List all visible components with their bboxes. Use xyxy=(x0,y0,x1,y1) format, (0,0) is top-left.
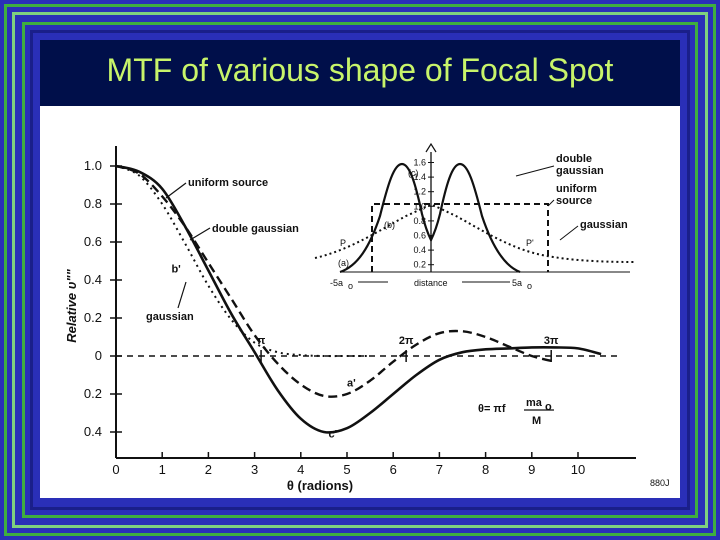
inset-label-gaussian: (b) xyxy=(384,220,395,230)
corner-code: 880J xyxy=(650,478,670,488)
frame-3 xyxy=(22,22,698,518)
series-layer xyxy=(115,164,602,434)
inset-tick-label-4: 0.8 xyxy=(413,216,426,226)
y-axis-label: Relative υ"" xyxy=(64,268,79,342)
x-tick-label-2: 2 xyxy=(205,462,212,477)
formula-subscript: o xyxy=(545,401,552,413)
inset-tick-label-6: 0.4 xyxy=(413,245,426,255)
curve-label-1: a' xyxy=(347,377,356,389)
inset-marker-p: P xyxy=(340,238,346,248)
inset-label-double-gaussian: (c) xyxy=(408,168,419,178)
inset-tick-label-5: 0.6 xyxy=(413,231,426,241)
y-tick-label-5: 0 xyxy=(95,348,102,363)
series-line-uniform-source xyxy=(115,164,556,398)
annotation-uniform-source: uniform source xyxy=(188,177,268,189)
curve-label-0: b' xyxy=(171,263,181,275)
pi-label-2: 3π xyxy=(544,335,559,347)
x-tick-label-3: 3 xyxy=(251,462,258,477)
pi-label-1: 2π xyxy=(399,335,414,347)
annotation-gaussian: gaussian xyxy=(146,311,194,323)
x-tick-label-5: 5 xyxy=(343,462,350,477)
x-tick-label-4: 4 xyxy=(297,462,304,477)
y-tick-label-3: 0.4 xyxy=(84,272,102,287)
frame-2 xyxy=(12,12,708,528)
x-tick-label-10: 10 xyxy=(571,462,585,477)
inset-curve-double-gaussian xyxy=(339,162,521,274)
inset-tick-label-0: 1.6 xyxy=(413,158,426,168)
formula: θ= πf ma o M xyxy=(478,397,554,427)
y-tick-label-4: 0.2 xyxy=(84,310,102,325)
y-tick-label-1: 0.8 xyxy=(84,196,102,211)
inset-label-uniform-source: (a) xyxy=(338,258,349,268)
inset-right-mark: 5a xyxy=(512,278,522,288)
annotation-double-gaussian: double gaussian xyxy=(212,223,299,235)
pi-label-0: π xyxy=(257,335,266,347)
inset-profile-plot: 1.61.41.21.00.80.60.40.2 (c) (b) (a) P P… xyxy=(314,142,636,291)
x-ticks: 0 1 2 3 4 5 6 7 8 9 10 xyxy=(112,452,585,477)
inset-curve-uniform-source xyxy=(371,203,549,272)
x-tick-label-0: 0 xyxy=(112,462,119,477)
inset-distance-label: distance xyxy=(414,278,448,288)
y-tick-label-7: 0.4 xyxy=(84,424,102,439)
formula-lhs: θ= πf xyxy=(478,403,506,415)
leader-gaussian xyxy=(177,281,187,309)
inset-legend-gaussian: gaussian xyxy=(580,219,628,231)
labels-layer: b' a' c' π 2π 3π xyxy=(171,263,559,440)
mtf-chart: 1.0 0.8 0.6 0.4 0.2 0 0.2 0.4 0 1 2 3 4 5 6 7 8 9 10 Rela… xyxy=(64,142,670,493)
figure-background xyxy=(40,106,680,498)
series-line-double-gaussian xyxy=(115,164,602,434)
series-line-gaussian xyxy=(115,165,371,358)
y-tick-label-0: 1.0 xyxy=(84,158,102,173)
inset-left-mark-sub: o xyxy=(348,281,353,291)
x-tick-label-8: 8 xyxy=(482,462,489,477)
inset-legend-double: double xyxy=(556,153,592,165)
inset-left-mark: -5a xyxy=(330,278,343,288)
leader-uniform-source xyxy=(165,182,187,199)
inset-legend-source: source xyxy=(556,195,592,207)
inset-legend-leader-double xyxy=(515,165,555,177)
inset-tick-label-2: 1.2 xyxy=(413,187,426,197)
curve-label-2: c' xyxy=(329,429,338,441)
x-tick-label-9: 9 xyxy=(528,462,535,477)
y-tick-label-2: 0.6 xyxy=(84,234,102,249)
inset-tick-label-7: 0.2 xyxy=(413,260,426,270)
inset-tick-label-1: 1.4 xyxy=(413,172,426,182)
formula-denominator: M xyxy=(532,415,541,427)
x-axis-label: θ (radions) xyxy=(287,478,353,493)
inset-legend-leader-uniform xyxy=(547,199,555,207)
inset-curve-gaussian xyxy=(314,203,636,263)
inner-frame xyxy=(30,30,690,510)
slide-title: MTF of various shape of Focal Spot xyxy=(106,52,614,88)
leader-double-gaussian xyxy=(189,227,211,241)
y-tick-label-6: 0.2 xyxy=(84,386,102,401)
inset-marker-p-prime: P' xyxy=(526,238,534,248)
x-tick-label-1: 1 xyxy=(159,462,166,477)
title-bar: MTF of various shape of Focal Spot xyxy=(40,40,680,106)
inset-legend-uniform: uniform xyxy=(556,183,597,195)
x-tick-label-7: 7 xyxy=(436,462,443,477)
inset-legend-leader-gaussian xyxy=(559,225,579,241)
outer-frame xyxy=(4,4,716,536)
inset-right-mark-sub: o xyxy=(527,281,532,291)
inset-axis-arrow xyxy=(425,142,437,153)
x-tick-label-6: 6 xyxy=(390,462,397,477)
inset-legend-gaussian-word: gaussian xyxy=(556,165,604,177)
formula-numerator: ma xyxy=(526,397,543,409)
